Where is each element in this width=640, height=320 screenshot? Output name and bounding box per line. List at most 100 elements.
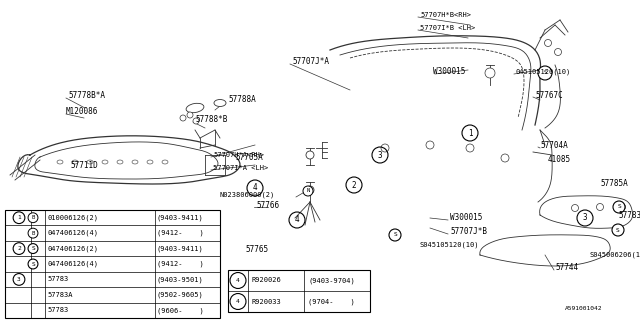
Text: 047406126(4): 047406126(4) [47,230,98,236]
Text: 047406126(2): 047406126(2) [47,245,98,252]
Text: S: S [31,246,35,251]
Text: 3: 3 [17,277,21,282]
Text: 57707H*A<RH>: 57707H*A<RH> [213,152,264,158]
Text: (9412-    ): (9412- ) [157,230,204,236]
Circle shape [28,244,38,253]
Text: M120086: M120086 [66,108,99,116]
Ellipse shape [102,160,108,164]
Circle shape [306,186,314,194]
Text: (9403-9411): (9403-9411) [157,245,204,252]
Text: 2: 2 [352,180,356,189]
Text: S045006206(12): S045006206(12) [590,252,640,258]
Text: 57707I*B <LH>: 57707I*B <LH> [420,25,476,31]
Text: N023806000(2): N023806000(2) [220,192,275,198]
Text: 57765: 57765 [245,245,268,254]
Ellipse shape [72,160,78,164]
Text: 57783: 57783 [47,276,68,283]
Text: 57711D: 57711D [70,161,98,170]
Text: 57707J*A: 57707J*A [292,58,329,67]
Text: 41085: 41085 [548,156,571,164]
Circle shape [28,228,38,238]
Circle shape [545,39,552,46]
Text: 57767C: 57767C [535,91,563,100]
Text: S: S [616,228,620,233]
Ellipse shape [214,100,226,107]
Ellipse shape [147,160,153,164]
Text: B: B [31,215,35,220]
Text: A591001042: A591001042 [565,306,602,310]
Text: B: B [31,231,35,236]
Circle shape [187,112,193,118]
Text: 57783B: 57783B [618,211,640,220]
Circle shape [613,201,625,213]
Text: 57707H*B<RH>: 57707H*B<RH> [420,12,471,18]
Circle shape [426,141,434,149]
Bar [228,270,370,312]
Circle shape [612,224,624,236]
Circle shape [596,204,604,211]
Text: 045105120(10): 045105120(10) [516,69,572,75]
Text: S: S [31,261,35,267]
Text: (9606-    ): (9606- ) [157,307,204,314]
Circle shape [554,49,561,55]
Bar [5,210,220,318]
Text: 4: 4 [294,215,300,225]
Circle shape [193,118,199,124]
Ellipse shape [117,160,123,164]
Text: W300015: W300015 [450,213,483,222]
Text: S: S [617,204,621,210]
Text: (9403-9501): (9403-9501) [157,276,204,283]
Text: R920026: R920026 [252,277,282,284]
Text: 1: 1 [468,129,472,138]
Text: (9412-    ): (9412- ) [157,261,204,267]
Text: (9502-9605): (9502-9605) [157,292,204,298]
Circle shape [28,259,38,269]
Text: W300015: W300015 [433,68,465,76]
Text: 4: 4 [236,299,240,304]
Circle shape [306,151,314,159]
Circle shape [466,144,474,152]
Ellipse shape [186,103,204,113]
Text: 57707J*B: 57707J*B [450,228,487,236]
Text: S: S [393,233,397,237]
Text: 57744: 57744 [555,263,578,273]
Ellipse shape [57,160,63,164]
Text: 57783A: 57783A [47,292,72,298]
Text: 57704A: 57704A [540,140,568,149]
Text: 2: 2 [17,246,21,251]
Text: 1: 1 [17,215,21,220]
Text: 3: 3 [582,213,588,222]
Text: 047406126(4): 047406126(4) [47,261,98,267]
Text: 57766: 57766 [256,201,279,210]
Circle shape [618,204,625,211]
Circle shape [485,68,495,78]
Text: 57705A: 57705A [235,154,263,163]
Text: S045105120(10): S045105120(10) [420,242,479,248]
Circle shape [28,213,38,223]
Text: 57788*B: 57788*B [195,116,227,124]
Text: 010006126(2): 010006126(2) [47,214,98,221]
Text: 57707I*A <LH>: 57707I*A <LH> [213,165,268,171]
Text: 57783: 57783 [47,307,68,313]
Text: 57785A: 57785A [600,179,628,188]
Text: 4: 4 [253,183,257,193]
Text: 57788A: 57788A [228,95,256,105]
Circle shape [180,115,186,121]
Circle shape [303,186,313,196]
Circle shape [501,154,509,162]
Text: (9704-    ): (9704- ) [308,298,355,305]
Text: (9403-9411): (9403-9411) [157,214,204,221]
Text: 4: 4 [236,278,240,283]
Text: S: S [543,70,547,76]
Text: N: N [307,188,310,194]
Circle shape [572,204,579,212]
Ellipse shape [162,160,168,164]
Text: (9403-9704): (9403-9704) [308,277,355,284]
Circle shape [381,144,389,152]
Circle shape [389,229,401,241]
Ellipse shape [87,160,93,164]
Text: 57778B*A: 57778B*A [68,92,105,100]
Text: 3: 3 [378,150,382,159]
Ellipse shape [132,160,138,164]
Text: R920033: R920033 [252,299,282,305]
